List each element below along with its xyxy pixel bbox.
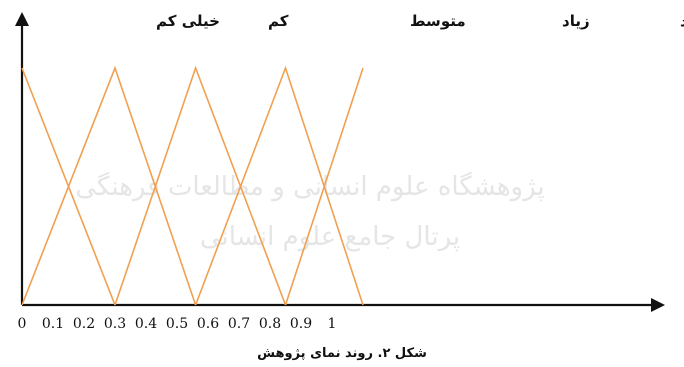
x-tick-labels: 0 0.1 0.2 0.3 0.4 0.5 0.6 0.7 0.8 0.9 1 (18, 316, 337, 332)
term-label: متوسط (410, 12, 466, 30)
watermark-line-1: پژوهشگاه علوم انسانی و مطالعات فرهنگی (75, 171, 544, 202)
term-label: خیلی کم (156, 12, 220, 30)
axes (15, 12, 665, 312)
series-line-4 (194, 65, 364, 306)
watermark-line-2: پرتال جامع علوم انسانی (200, 222, 460, 252)
x-axis-arrow (651, 298, 665, 312)
x-tick-label: 0.9 (290, 316, 312, 332)
figure-caption: شکل ۲. روند نمای پژوهش (257, 346, 427, 361)
x-tick-label: 0.4 (135, 316, 157, 332)
x-tick-label: 0.5 (166, 316, 188, 332)
x-tick-label: 0.6 (197, 316, 219, 332)
series-line-5 (284, 67, 364, 306)
term-label: زیاد (562, 12, 590, 30)
series-line-2 (21, 65, 197, 306)
x-tick-label: 0 (18, 316, 27, 332)
term-label: کم (268, 12, 289, 30)
series-line-3 (114, 65, 287, 306)
x-tick-label: 0.2 (73, 316, 95, 332)
x-tick-label: 0.7 (228, 316, 250, 332)
x-tick-label: 0.3 (104, 316, 126, 332)
x-tick-label: 1 (328, 316, 337, 332)
watermark: پژوهشگاه علوم انسانی و مطالعات فرهنگی پر… (75, 171, 544, 252)
y-axis-arrow (15, 12, 29, 26)
x-tick-label: 0.1 (42, 316, 64, 332)
x-tick-label: 0.8 (259, 316, 281, 332)
term-label: خیلی زیاد (680, 12, 684, 30)
term-labels: خیلی زیاد زیاد متوسط کم خیلی کم (156, 12, 684, 30)
series-layer (21, 65, 364, 306)
